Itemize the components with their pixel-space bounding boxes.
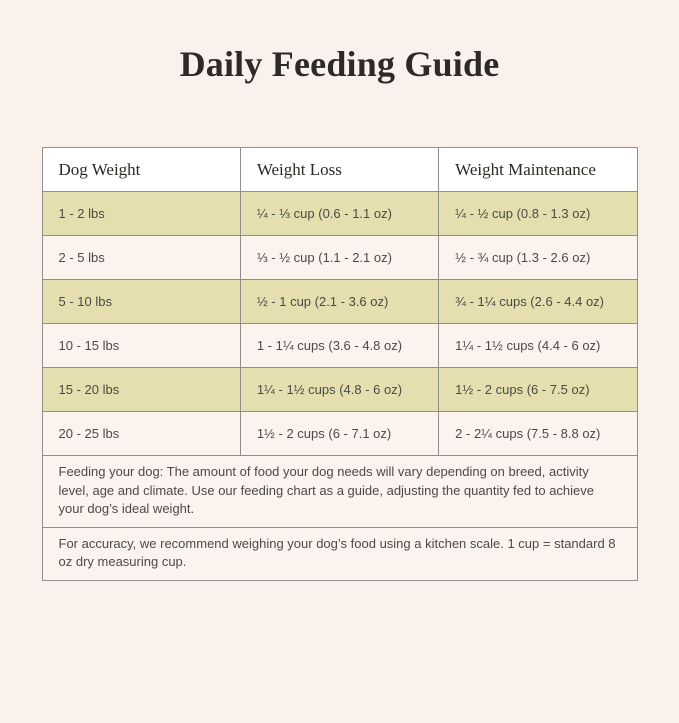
dog-weight-cell: 10 - 15 lbs	[41, 323, 241, 369]
table-row: 2 - 5 lbs ⅓ - ½ cup (1.1 - 2.1 oz) ½ - ¾…	[41, 235, 638, 281]
table-header-row: Dog Weight Weight Loss Weight Maintenanc…	[41, 147, 638, 193]
weight-loss-cell: ⅓ - ½ cup (1.1 - 2.1 oz)	[239, 235, 440, 281]
table-row: 5 - 10 lbs ½ - 1 cup (2.1 - 3.6 oz) ¾ - …	[41, 279, 638, 325]
header-cell-weight-maintenance: Weight Maintenance	[438, 147, 638, 193]
dog-weight-cell: 15 - 20 lbs	[41, 367, 241, 413]
dog-weight-cell: 20 - 25 lbs	[41, 411, 241, 457]
table-row: 15 - 20 lbs 1¼ - 1½ cups (4.8 - 6 oz) 1½…	[41, 367, 638, 413]
feeding-note-row: Feeding your dog: The amount of food you…	[41, 455, 638, 528]
weight-maintenance-cell: 2 - 2¼ cups (7.5 - 8.8 oz)	[438, 411, 638, 457]
weight-maintenance-cell: ¼ - ½ cup (0.8 - 1.3 oz)	[438, 191, 638, 237]
dog-weight-cell: 1 - 2 lbs	[41, 191, 241, 237]
weight-maintenance-cell: 1¼ - 1½ cups (4.4 - 6 oz)	[438, 323, 638, 369]
feeding-note: Feeding your dog: The amount of food you…	[41, 455, 638, 528]
weight-loss-cell: ½ - 1 cup (2.1 - 3.6 oz)	[239, 279, 440, 325]
weight-maintenance-cell: 1½ - 2 cups (6 - 7.5 oz)	[438, 367, 638, 413]
weight-loss-cell: ¼ - ⅓ cup (0.6 - 1.1 oz)	[239, 191, 440, 237]
weight-maintenance-cell: ¾ - 1¼ cups (2.6 - 4.4 oz)	[438, 279, 638, 325]
feeding-guide-table: Dog Weight Weight Loss Weight Maintenanc…	[41, 147, 638, 581]
weight-loss-cell: 1¼ - 1½ cups (4.8 - 6 oz)	[239, 367, 440, 413]
table-row: 20 - 25 lbs 1½ - 2 cups (6 - 7.1 oz) 2 -…	[41, 411, 638, 457]
page-title: Daily Feeding Guide	[179, 44, 500, 84]
header-cell-weight-loss: Weight Loss	[239, 147, 440, 193]
accuracy-note-row: For accuracy, we recommend weighing your…	[41, 526, 638, 581]
header-cell-dog-weight: Dog Weight	[41, 147, 241, 193]
accuracy-note: For accuracy, we recommend weighing your…	[41, 526, 638, 581]
weight-maintenance-cell: ½ - ¾ cup (1.3 - 2.6 oz)	[438, 235, 638, 281]
weight-loss-cell: 1 - 1¼ cups (3.6 - 4.8 oz)	[239, 323, 440, 369]
table-row: 10 - 15 lbs 1 - 1¼ cups (3.6 - 4.8 oz) 1…	[41, 323, 638, 369]
dog-weight-cell: 2 - 5 lbs	[41, 235, 241, 281]
weight-loss-cell: 1½ - 2 cups (6 - 7.1 oz)	[239, 411, 440, 457]
table-row: 1 - 2 lbs ¼ - ⅓ cup (0.6 - 1.1 oz) ¼ - ½…	[41, 191, 638, 237]
dog-weight-cell: 5 - 10 lbs	[41, 279, 241, 325]
